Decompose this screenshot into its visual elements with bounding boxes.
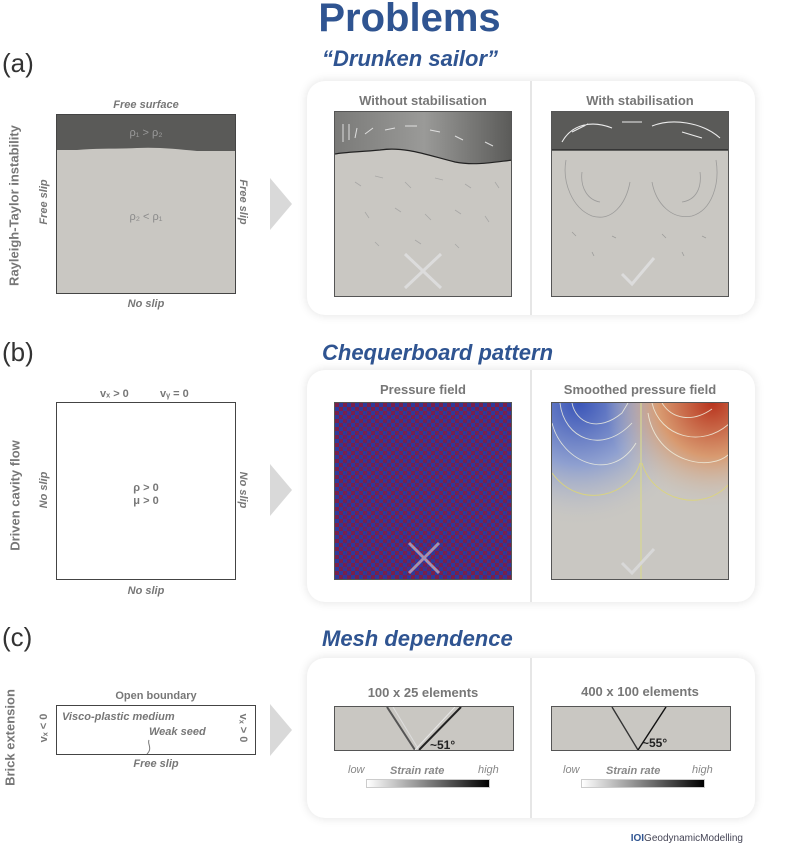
panel-label-c: (c) [2, 622, 33, 652]
setup-a-box: ρ₁ > ρ₂ ρ₂ < ρ₁ [56, 114, 236, 294]
setup-c-seed: Weak seed [149, 726, 206, 738]
footer-logo: IOIGeodynamicModelling [631, 833, 743, 844]
colorbar-left-low: low [348, 764, 365, 776]
fine-angle: ~55° [642, 736, 668, 750]
setup-b-top-left: vₓ > 0 [100, 388, 129, 400]
pressure-image [334, 402, 512, 580]
setup-b-bottom: No slip [127, 585, 165, 597]
setup-c-box: Visco-plastic medium Weak seed [56, 705, 256, 755]
card-b-divider [530, 370, 532, 602]
pressure-graphic [335, 403, 511, 579]
setup-b-box: ρ > 0 μ > 0 [56, 402, 236, 580]
card-c-right-title: 400 x 100 elements [581, 684, 699, 699]
setup-a-left: Free slip [38, 179, 50, 225]
panel-label-a: (a) [2, 48, 34, 78]
setup-c-right: vₓ > 0 [237, 713, 249, 743]
card-c-left-title: 100 x 25 elements [367, 685, 479, 700]
side-label-b: Driven cavity flow [7, 440, 23, 551]
setup-a-top: Free surface [113, 99, 179, 111]
mesh-fine-image [551, 706, 731, 751]
mesh-fine-graphic [611, 707, 667, 750]
section-title-c: Mesh dependence [322, 626, 513, 651]
smoothed-pressure-image [551, 402, 729, 580]
rt-with-graphic [552, 112, 728, 287]
setup-c-medium: Visco-plastic medium [62, 711, 175, 723]
rt-with-image [551, 111, 729, 297]
setup-b-left: No slip [38, 471, 50, 509]
colorbar-left-label: Strain rate [390, 765, 445, 777]
colorbar-left [366, 779, 490, 788]
setup-b-center-1: ρ > 0 [133, 482, 159, 494]
arrow-a [270, 178, 292, 230]
rt-without-graphic [335, 112, 511, 290]
side-label-a: Rayleigh-Taylor instability [6, 125, 22, 286]
colorbar-right-low: low [563, 764, 580, 776]
footer-name: GeodynamicModelling [644, 833, 743, 844]
arrow-c [270, 704, 292, 756]
setup-a-lower-text: ρ₂ < ρ₁ [129, 211, 163, 223]
section-title-a: “Drunken sailor” [322, 46, 499, 71]
colorbar-right [581, 779, 705, 788]
card-a-right-title: With stabilisation [586, 93, 694, 108]
coarse-angle: ~51° [430, 738, 456, 752]
setup-b-right: No slip [237, 471, 249, 509]
setup-b-top-right: vᵧ = 0 [160, 388, 189, 400]
setup-c-top: Open boundary [115, 690, 197, 702]
section-title-b: Chequerboard pattern [322, 340, 554, 365]
panel-label-b: (b) [2, 337, 34, 367]
card-b-left-title: Pressure field [380, 382, 466, 397]
setup-a-bottom: No slip [127, 298, 165, 310]
setup-c-left: vₓ < 0 [38, 713, 50, 743]
setup-b-center-2: μ > 0 [133, 495, 159, 507]
weak-seed-marker [146, 739, 151, 755]
card-a-divider [530, 81, 532, 315]
page-title: Problems [318, 0, 501, 40]
colorbar-left-high: high [478, 764, 499, 776]
card-b-right-title: Smoothed pressure field [563, 382, 717, 397]
colorbar-right-high: high [692, 764, 713, 776]
footer-brand: IOI [630, 833, 645, 844]
smoothed-pressure-graphic [552, 403, 728, 579]
card-a-left-title: Without stabilisation [359, 93, 487, 108]
colorbar-right-label: Strain rate [606, 765, 661, 777]
setup-a-right: Free slip [237, 179, 249, 225]
setup-c-bottom: Free slip [133, 758, 179, 770]
rt-without-image [334, 111, 512, 297]
setup-a-graphic [57, 115, 235, 151]
setup-a-upper-text: ρ₁ > ρ₂ [129, 127, 163, 139]
card-c-divider [530, 658, 532, 818]
mesh-coarse-graphic [386, 707, 462, 750]
arrow-b [270, 464, 292, 516]
side-label-c: Brick extension [2, 689, 18, 786]
mesh-coarse-image [334, 706, 514, 751]
